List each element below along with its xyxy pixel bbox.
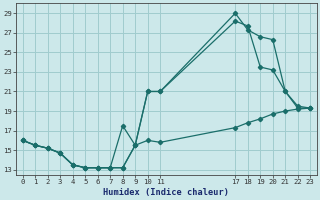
X-axis label: Humidex (Indice chaleur): Humidex (Indice chaleur) [103, 188, 229, 197]
